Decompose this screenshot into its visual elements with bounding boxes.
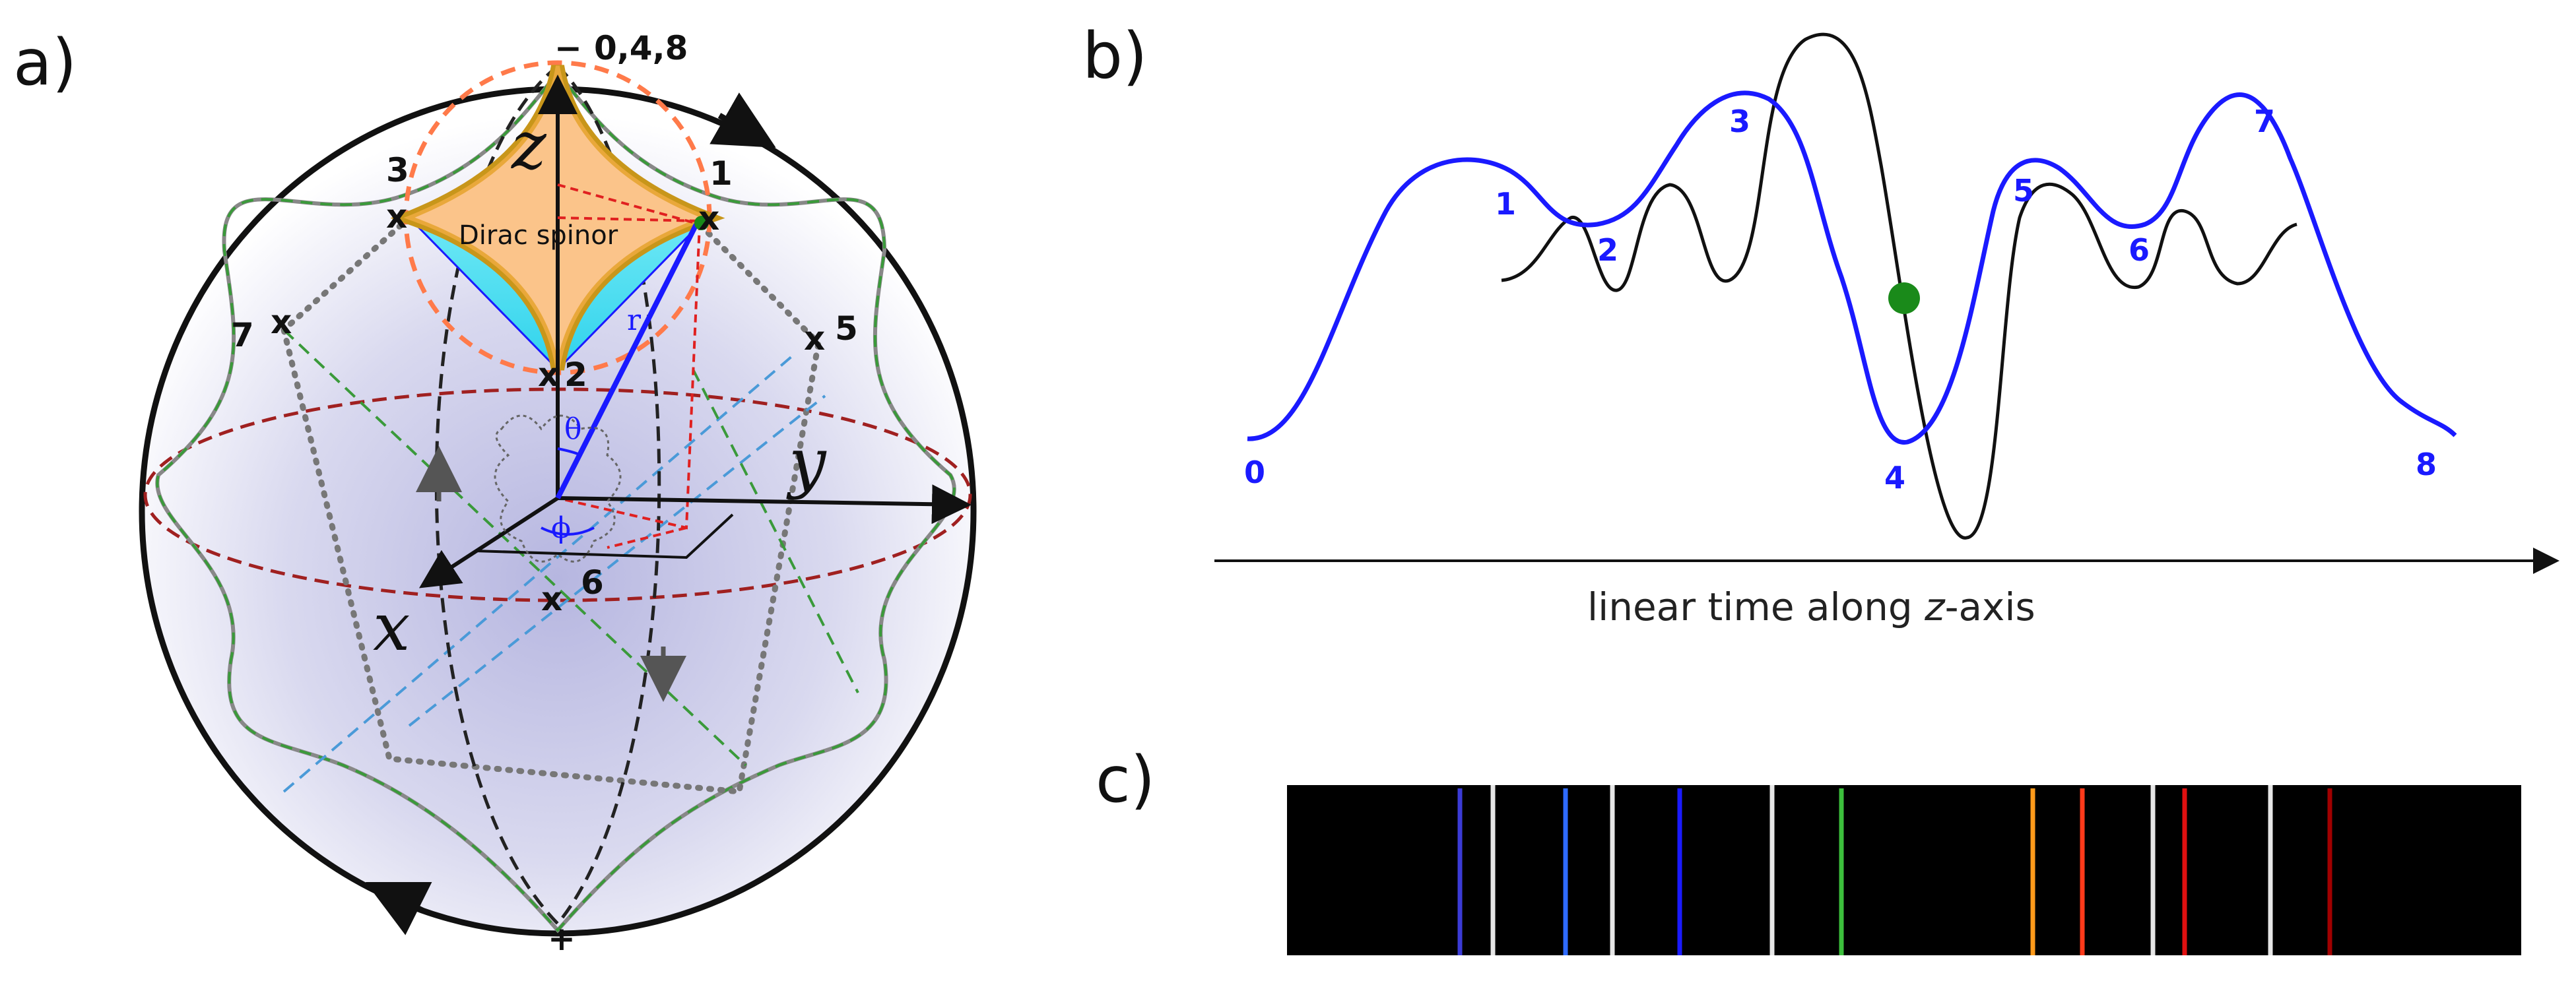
wave-blob bbox=[494, 414, 622, 563]
marker-7: x bbox=[271, 303, 292, 341]
spectrum-background bbox=[1287, 785, 2521, 955]
curve-label-0: 0 bbox=[1244, 455, 1265, 490]
theta-label: θ bbox=[564, 412, 582, 446]
curve-label-4: 4 bbox=[1884, 460, 1905, 495]
dirac-spinor-label: Dirac spinor bbox=[459, 220, 618, 251]
panel-a-label: a) bbox=[13, 26, 77, 100]
curve-label-7: 7 bbox=[2254, 104, 2275, 139]
marker-6: x bbox=[541, 580, 562, 618]
curve-label-2: 2 bbox=[1597, 232, 1618, 268]
curve-label-6: 6 bbox=[2129, 232, 2150, 268]
panel-b-label: b) bbox=[1082, 19, 1147, 93]
wavy-orbit-dash bbox=[156, 70, 956, 933]
bottom-sign: + bbox=[548, 920, 576, 958]
panel-a: a) bbox=[13, 26, 977, 958]
point-label-6: 6 bbox=[581, 563, 604, 602]
panel-c: c) bbox=[1096, 743, 2521, 955]
marker-2: x bbox=[538, 356, 559, 394]
point-label-2: 2 bbox=[564, 356, 587, 394]
x-axis bbox=[418, 496, 559, 588]
phi-arc bbox=[541, 526, 595, 536]
y-axis-label: y bbox=[786, 424, 827, 501]
xy-plane bbox=[475, 513, 734, 559]
dashed-meridian bbox=[434, 65, 661, 926]
marker-1: x bbox=[698, 199, 719, 238]
panel-c-label: c) bbox=[1096, 743, 1155, 817]
y-axis bbox=[557, 484, 972, 524]
marker-3: x bbox=[386, 197, 407, 236]
dashed-diagonal-green-2 bbox=[692, 369, 859, 693]
point-label-1: 1 bbox=[710, 154, 733, 193]
black-curve bbox=[1501, 32, 2297, 540]
sphere-arrow-top bbox=[710, 92, 776, 148]
x-axis-label: x bbox=[373, 588, 410, 666]
spinor-point bbox=[694, 216, 709, 230]
r-vector bbox=[555, 223, 699, 499]
phi-label: ϕ bbox=[551, 511, 571, 545]
sphere-arrow-bottom bbox=[365, 881, 432, 935]
marker-5: x bbox=[804, 319, 825, 358]
curve-label-3: 3 bbox=[1729, 104, 1750, 139]
top-sign: − bbox=[554, 29, 582, 67]
dashed-diagonal-blue-1 bbox=[282, 355, 793, 793]
helper-lines bbox=[557, 183, 702, 549]
panel-b: b) 0 1 2 3 4 5 6 7 8 linear time along z… bbox=[1082, 19, 2559, 629]
curve-label-8: 8 bbox=[2416, 447, 2437, 482]
point-label-7: 7 bbox=[231, 316, 254, 354]
top-point-label: 0,4,8 bbox=[594, 29, 688, 67]
theta-arc bbox=[557, 447, 581, 457]
curve-label-5: 5 bbox=[2013, 173, 2034, 208]
z-axis-label: z bbox=[511, 107, 547, 184]
spectrum-separators bbox=[1490, 785, 2273, 955]
r-label: r bbox=[627, 303, 642, 337]
intersection-dot bbox=[1888, 282, 1920, 314]
point-label-3: 3 bbox=[386, 151, 409, 189]
dashed-diagonal-blue-2 bbox=[408, 395, 826, 727]
blue-curve bbox=[1247, 90, 2457, 445]
dotted-polygon bbox=[280, 214, 822, 795]
curve-label-1: 1 bbox=[1495, 186, 1516, 222]
time-axis-caption: linear time along z-axis bbox=[1587, 585, 2035, 629]
point-label-5: 5 bbox=[835, 309, 858, 348]
spectral-lines bbox=[1457, 788, 2332, 955]
